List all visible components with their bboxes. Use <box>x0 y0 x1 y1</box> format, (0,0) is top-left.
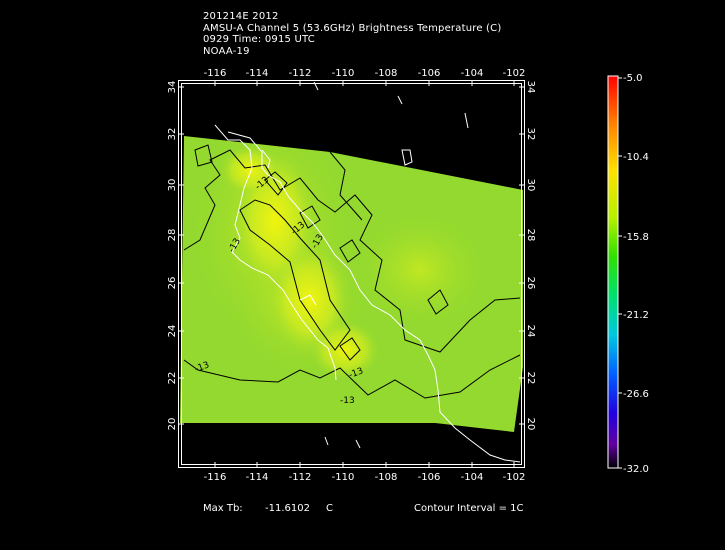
lat-tick-label: 30 <box>167 179 178 192</box>
contour-label: -13 <box>348 366 365 380</box>
lon-tick-label: -102 <box>503 472 526 483</box>
satellite-name: NOAA-19 <box>203 45 250 57</box>
lon-tick-label: -108 <box>375 472 398 483</box>
axis-ticks <box>178 80 525 468</box>
max-tb-value: -11.6102 <box>265 503 310 514</box>
map-frame <box>178 80 525 468</box>
product-title: AMSU-A Channel 5 (53.6GHz) Brightness Te… <box>203 22 502 34</box>
lon-tick-label: -112 <box>289 68 312 79</box>
lat-tick-label: 22 <box>167 372 178 385</box>
lat-tick-label: 34 <box>167 81 178 94</box>
lon-labels-top: -116 -114 -112 -110 -108 -106 -104 -102 <box>204 68 526 79</box>
lat-tick-label: 28 <box>525 229 536 242</box>
lon-tick-label: -116 <box>204 472 227 483</box>
colorbar-label: -10.4 <box>623 152 649 163</box>
lon-tick-label: -104 <box>461 68 484 79</box>
colorbar-label: -15.8 <box>623 232 649 243</box>
lon-labels-bottom: -116 -114 -112 -110 -108 -106 -104 -102 <box>204 472 526 483</box>
colorbar-label: -21.2 <box>623 310 649 321</box>
colorbar-label: -32.0 <box>623 464 649 475</box>
lat-tick-label: 26 <box>525 277 536 290</box>
lon-tick-label: -110 <box>332 472 355 483</box>
lon-tick-label: -114 <box>246 472 269 483</box>
lon-tick-label: -112 <box>289 472 312 483</box>
colorbar-gradient <box>607 75 619 469</box>
temperature-contours <box>183 144 521 399</box>
date-line: 201214E 2012 <box>203 11 279 22</box>
colorbar-label: -26.6 <box>623 389 649 400</box>
lat-tick-label: 26 <box>167 277 178 290</box>
lon-tick-label: -116 <box>204 68 227 79</box>
lat-labels-right: 20 22 24 26 28 30 32 34 <box>525 81 536 431</box>
max-tb-label: Max Tb: <box>203 503 243 514</box>
max-tb-unit: C <box>326 503 333 514</box>
lat-tick-label: 20 <box>525 418 536 431</box>
lat-labels-left: 20 22 24 26 28 30 32 34 <box>167 81 178 431</box>
lon-tick-label: -108 <box>375 68 398 79</box>
lat-tick-label: 24 <box>525 325 536 338</box>
lat-tick-label: 34 <box>525 81 536 94</box>
brightness-temperature-field <box>180 136 523 432</box>
lat-tick-label: 30 <box>525 179 536 192</box>
lon-tick-label: -106 <box>418 472 441 483</box>
contour-interval: Contour Interval = 1C <box>414 503 524 514</box>
lon-tick-label: -104 <box>461 472 484 483</box>
contour-label: -13 <box>340 396 355 406</box>
lat-tick-label: 24 <box>167 325 178 338</box>
lat-tick-label: 22 <box>525 372 536 385</box>
coastline <box>214 81 521 463</box>
lon-tick-label: -102 <box>503 68 526 79</box>
contour-label: -13 <box>194 360 211 374</box>
lat-tick-label: 28 <box>167 229 178 242</box>
colorbar-label: -5.0 <box>623 73 643 84</box>
lon-tick-label: -110 <box>332 68 355 79</box>
map-header: 201214E 2012 AMSU-A Channel 5 (53.6GHz) … <box>203 11 501 57</box>
lat-tick-label: 20 <box>167 418 178 431</box>
time-line: 0929 Time: 0915 UTC <box>203 34 315 45</box>
lon-tick-label: -114 <box>246 68 269 79</box>
colorbar: -5.0 -10.4 -15.8 -21.2 -26.6 -32.0 <box>607 73 649 475</box>
lat-tick-label: 32 <box>525 128 536 141</box>
lon-tick-label: -106 <box>418 68 441 79</box>
lat-tick-label: 32 <box>167 128 178 141</box>
